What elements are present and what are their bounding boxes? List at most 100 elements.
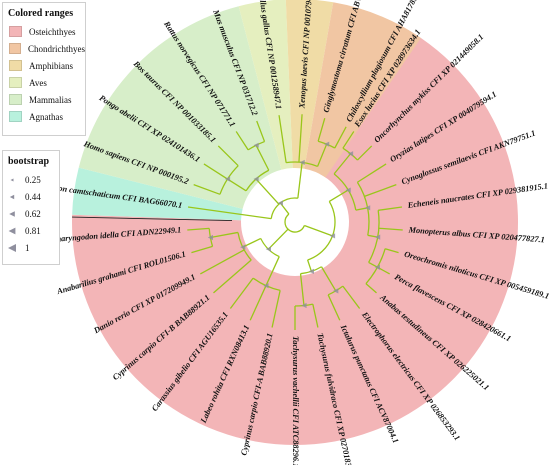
legend-item-mammalias: Mammalias — [3, 91, 85, 108]
internal-branch — [316, 143, 328, 167]
leaf-branch — [342, 131, 355, 149]
legend-swatch — [9, 26, 22, 37]
bootstrap-legend-item: 0.25 — [3, 171, 59, 188]
sector-chondrichthyes — [304, 2, 421, 178]
leaf-branch — [365, 283, 377, 294]
leaf-branch — [342, 285, 361, 309]
internal-branch — [297, 162, 303, 199]
leaf-branch — [317, 118, 326, 142]
sector-osteichthyes — [71, 23, 518, 446]
internal-branch — [355, 207, 368, 211]
sector-amphibians — [285, 0, 334, 169]
leaf-branch — [312, 303, 319, 328]
bootstrap-triangle-icon — [5, 242, 19, 254]
colored-ranges-legend: Colored ranges Osteichthyes Chondrichthye… — [2, 2, 86, 136]
bootstrap-markers — [207, 141, 381, 309]
legend-label: Mammalias — [29, 94, 72, 105]
bootstrap-marker — [333, 288, 339, 294]
legend-label: Agnathas — [29, 111, 63, 122]
leaf-branch — [256, 120, 266, 142]
legend-swatch — [9, 43, 21, 54]
leaf-branch — [203, 163, 228, 180]
legend-label: Amphibians — [29, 60, 73, 71]
leaf-branch — [191, 245, 213, 254]
bootstrap-legend-label: 0.25 — [25, 174, 41, 185]
bootstrap-marker — [365, 205, 371, 211]
bootstrap-marker — [375, 234, 381, 240]
bootstrap-marker — [265, 246, 272, 252]
leaf-branch — [278, 115, 287, 163]
internal-branch — [210, 231, 239, 239]
bootstrap-triangle-icon — [5, 174, 19, 186]
internal-branch — [242, 237, 262, 248]
internal-branch — [306, 259, 313, 272]
legend-item-amphibians: Amphibians — [3, 57, 85, 74]
leaf-branch — [378, 227, 403, 231]
bootstrap-legend: bootstrap 0.25 0.44 0.62 0.81 1 — [2, 150, 60, 265]
separator-line — [72, 216, 233, 222]
bootstrap-marker — [224, 176, 231, 182]
legend-swatch — [9, 111, 22, 122]
leaf-branch — [364, 184, 397, 197]
internal-branch — [265, 256, 280, 286]
legend-label: Aves — [29, 77, 47, 88]
bootstrap-legend-label: 0.81 — [25, 225, 41, 236]
bootstrap-legend-item: 0.81 — [3, 222, 59, 239]
bootstrap-marker — [324, 141, 330, 147]
legend-item-chondrichthyes: Chondrichthyes — [3, 40, 85, 57]
clade-separator-line — [72, 216, 233, 222]
leaf-branch — [187, 206, 272, 220]
bootstrap-marker — [308, 268, 314, 274]
leaf-branch — [384, 248, 399, 254]
bootstrap-marker — [299, 159, 305, 166]
leaf-branch — [327, 294, 341, 321]
leaf-branch — [298, 114, 303, 163]
leaf-branch — [229, 277, 254, 309]
leaf-label: Tachysurus vachellii CFI ATC88296.1 — [291, 336, 300, 465]
legend-swatch — [9, 60, 22, 71]
sector-agnathas — [72, 167, 243, 221]
internal-branch — [227, 178, 247, 192]
bootstrap-marker — [240, 244, 246, 250]
bootstrap-triangle-icon — [5, 225, 19, 237]
colored-range-sectors — [71, 0, 518, 446]
bootstrap-marker — [207, 234, 214, 241]
colored-ranges-title: Colored ranges — [8, 8, 74, 19]
legend-item-agnathas: Agnathas — [3, 108, 85, 125]
leaf-branch — [357, 163, 387, 183]
bootstrap-triangle-icon — [5, 208, 19, 220]
internal-branch — [320, 266, 337, 292]
internal-branch — [368, 261, 378, 268]
internal-branch — [333, 153, 352, 175]
bootstrap-marker — [347, 151, 354, 157]
leaf-branch — [334, 126, 347, 149]
legend-item-osteichthyes: Osteichthyes — [3, 23, 85, 40]
internal-branch — [328, 189, 349, 202]
leaf-branch — [235, 131, 249, 151]
bootstrap-title: bootstrap — [8, 156, 50, 167]
bootstrap-legend-label: 0.62 — [25, 208, 41, 219]
bootstrap-marker — [329, 233, 336, 239]
leaf-branch — [249, 285, 267, 321]
legend-swatch — [9, 77, 22, 88]
leaf-branch — [378, 206, 403, 211]
legend-label: Chondrichthyes — [28, 43, 85, 54]
leaf-branch — [213, 259, 252, 294]
legend-label: Osteichthyes — [29, 26, 76, 37]
bootstrap-legend-item: 0.44 — [3, 188, 59, 205]
internal-branch — [299, 273, 305, 306]
leaf-branch — [217, 145, 239, 167]
bootstrap-marker — [253, 142, 259, 148]
internal-branch — [304, 224, 333, 237]
leaf-branch — [187, 227, 210, 231]
bootstrap-triangle-icon — [5, 191, 19, 203]
bootstrap-legend-label: 0.44 — [25, 191, 41, 202]
bootstrap-legend-label: 1 — [25, 242, 30, 253]
internal-branch — [255, 144, 270, 171]
bootstrap-marker — [374, 264, 381, 270]
branch-arc — [284, 213, 305, 233]
leaf-branch — [200, 249, 245, 275]
legend-item-aves: Aves — [3, 74, 85, 91]
branch-arc — [307, 201, 336, 261]
